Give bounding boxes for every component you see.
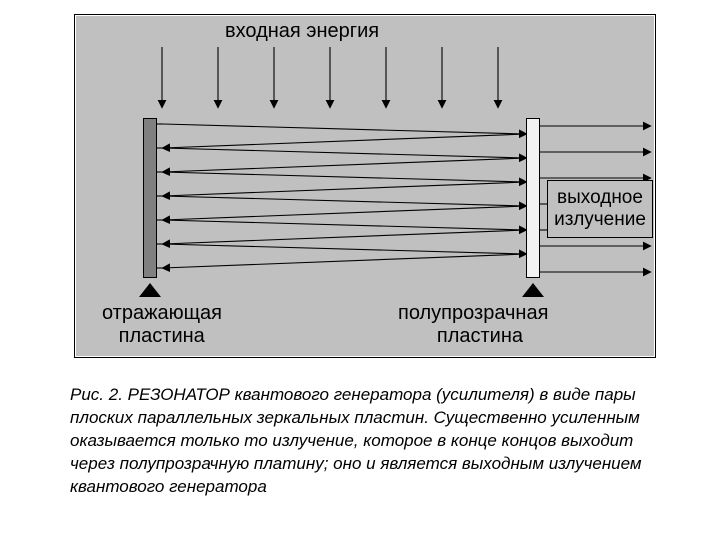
reflecting-plate bbox=[143, 118, 157, 278]
reflecting-plate-base-icon bbox=[139, 283, 161, 297]
semitransparent-plate bbox=[526, 118, 540, 278]
label-reflecting-plate: отражающая пластина bbox=[102, 302, 222, 348]
page: входная энергия выходное излучение отраж… bbox=[0, 0, 720, 540]
label-output-radiation-box: выходное излучение bbox=[547, 180, 653, 238]
semitransparent-plate-base-icon bbox=[522, 283, 544, 297]
label-semitransparent-plate: полупрозрачная пластина bbox=[398, 302, 548, 348]
label-output-radiation: выходное излучение bbox=[548, 187, 652, 231]
figure-caption: Рис. 2. РЕЗОНАТОР квантового генератора … bbox=[70, 384, 670, 499]
label-input-energy: входная энергия bbox=[225, 20, 379, 43]
